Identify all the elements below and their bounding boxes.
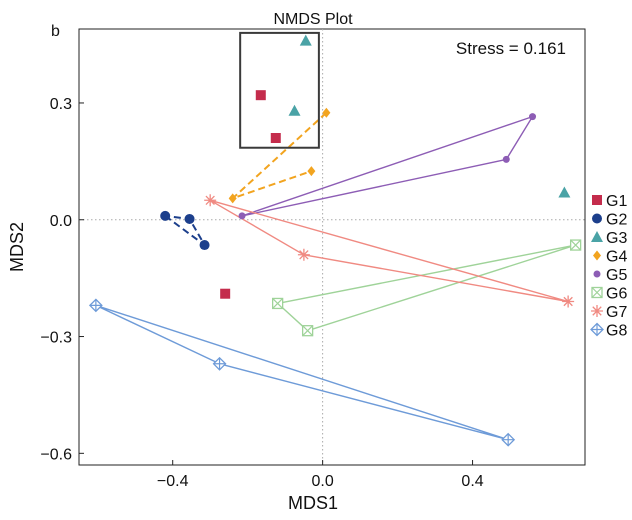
point-g8 <box>212 356 227 371</box>
x-axis-ticks: −0.4 0.0 0.4 <box>157 460 484 490</box>
legend-label: G2 <box>606 212 627 229</box>
point-g3 <box>288 104 301 116</box>
legend-item-g7: G7 <box>591 304 627 321</box>
point-g5 <box>502 155 510 163</box>
legend-marker-g8 <box>590 322 604 337</box>
point-g6 <box>301 325 314 337</box>
legend-label: G8 <box>606 323 627 340</box>
point-g2 <box>199 240 210 251</box>
point-g1 <box>220 288 231 299</box>
point-g7 <box>204 194 217 207</box>
y-tick-label: 0.0 <box>50 213 72 230</box>
point-g1 <box>270 133 281 143</box>
chart-title: NMDS Plot <box>273 11 353 28</box>
plot-area <box>78 28 586 466</box>
point-g1 <box>255 90 266 101</box>
series-line-g2 <box>164 214 206 247</box>
x-tick-label: 0.0 <box>312 473 334 490</box>
panel-label: b <box>51 23 60 40</box>
legend-marker-g5 <box>593 270 601 278</box>
series-line-g6 <box>277 244 576 332</box>
point-g4 <box>228 193 237 204</box>
y-tick-label: −0.3 <box>40 330 72 347</box>
series-line-g5 <box>241 115 534 217</box>
series-line-g4 <box>231 111 328 200</box>
data-points <box>88 34 582 447</box>
legend-item-g5: G5 <box>593 267 627 284</box>
legend-label: G5 <box>606 267 627 284</box>
y-tick-label: 0.3 <box>50 96 72 113</box>
series-line-g7 <box>209 199 569 303</box>
legend-item-g6: G6 <box>591 286 627 303</box>
point-g3 <box>299 34 312 46</box>
point-g6 <box>272 297 284 310</box>
x-tick-label: −0.4 <box>157 473 189 490</box>
point-g3 <box>558 186 571 198</box>
legend-label: G3 <box>606 230 627 247</box>
legend-label: G1 <box>606 193 627 210</box>
series-line-g8 <box>95 304 509 441</box>
legend-marker-g4 <box>593 250 601 261</box>
point-g7 <box>297 248 310 261</box>
point-g6 <box>569 239 582 251</box>
legend-item-g1: G1 <box>592 193 627 210</box>
point-g5 <box>529 113 537 121</box>
point-g7 <box>562 295 575 308</box>
legend-label: G7 <box>606 304 627 321</box>
y-tick-label: −0.6 <box>40 446 72 463</box>
y-axis-title: MDS2 <box>7 222 27 272</box>
stress-annotation: Stress = 0.161 <box>456 39 566 58</box>
x-tick-label: 0.4 <box>461 473 483 490</box>
point-g4 <box>307 166 316 177</box>
point-g8 <box>501 432 516 447</box>
legend-item-g8: G8 <box>590 322 627 340</box>
point-g4 <box>322 107 331 118</box>
x-axis-title: MDS1 <box>288 493 338 513</box>
legend-item-g4: G4 <box>593 249 627 266</box>
point-g2 <box>184 213 195 224</box>
legend-marker-g3 <box>591 231 603 242</box>
y-axis-ticks: −0.6 −0.3 0.0 0.3 <box>40 96 84 463</box>
point-g2 <box>160 210 171 221</box>
zero-reference-lines <box>79 29 585 465</box>
point-g5 <box>238 212 246 220</box>
legend-marker-g1 <box>592 195 602 205</box>
series-connecting-lines <box>95 111 576 441</box>
legend-item-g2: G2 <box>592 212 627 229</box>
legend-marker-g6 <box>591 286 603 299</box>
highlight-box <box>239 31 320 149</box>
legend-marker-g2 <box>592 213 602 224</box>
point-g8 <box>88 298 103 313</box>
legend-item-g3: G3 <box>591 230 627 247</box>
legend-label: G6 <box>606 286 627 303</box>
legend-marker-g7 <box>591 305 603 317</box>
legend-label: G4 <box>606 249 627 266</box>
